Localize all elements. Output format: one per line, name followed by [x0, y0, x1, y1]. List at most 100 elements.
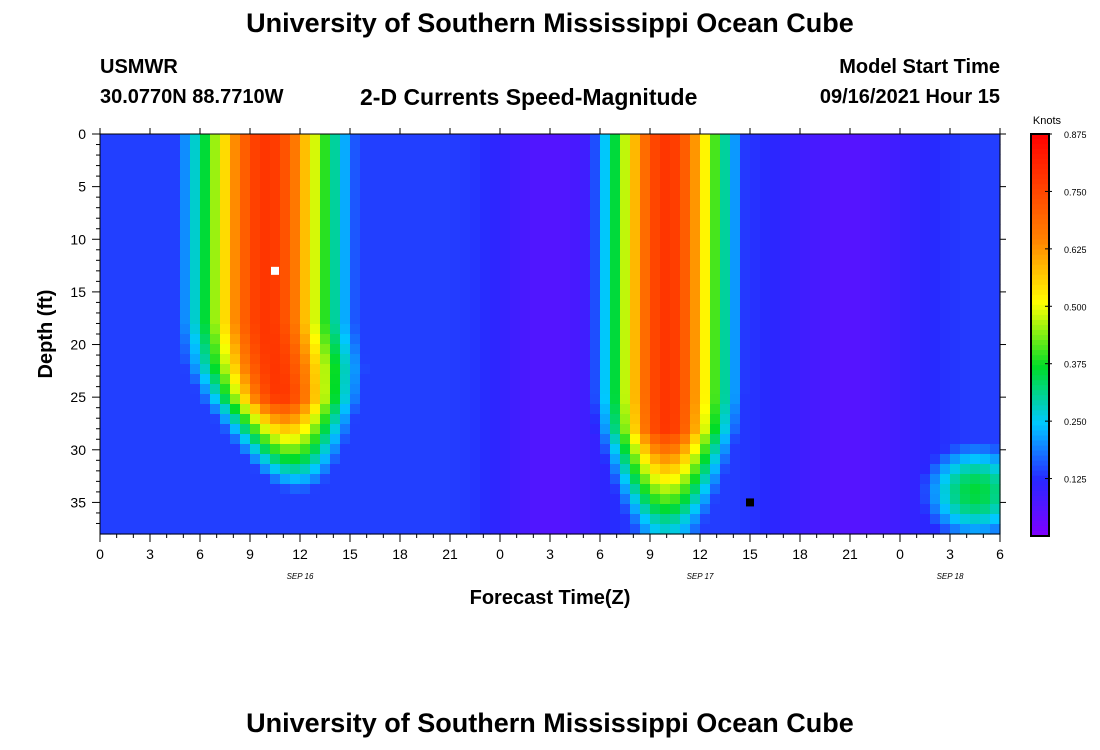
heatmap-cell: [140, 454, 151, 465]
heatmap-cell: [650, 294, 661, 305]
heatmap-cell: [690, 364, 701, 375]
heatmap-cell: [590, 504, 601, 515]
heatmap-cell: [330, 264, 341, 275]
heatmap-cell: [890, 404, 901, 415]
heatmap-cell: [260, 454, 271, 465]
heatmap-cell: [740, 344, 751, 355]
heatmap-cell: [570, 164, 581, 175]
heatmap-cell: [230, 184, 241, 195]
heatmap-cell: [240, 404, 251, 415]
heatmap-cell: [780, 334, 791, 345]
heatmap-cell: [360, 324, 371, 335]
heatmap-cell: [930, 504, 941, 515]
heatmap-cell: [610, 414, 621, 425]
heatmap-cell: [840, 364, 851, 375]
heatmap-cell: [830, 184, 841, 195]
heatmap-cell: [770, 234, 781, 245]
heatmap-cell: [810, 314, 821, 325]
heatmap-cell: [930, 214, 941, 225]
heatmap-cell: [520, 364, 531, 375]
heatmap-cell: [400, 334, 411, 345]
heatmap-cell: [710, 264, 721, 275]
heatmap-cell: [120, 294, 131, 305]
heatmap-cell: [130, 374, 141, 385]
heatmap-cell: [500, 284, 511, 295]
date-label: SEP 16: [287, 572, 314, 581]
heatmap-cell: [970, 494, 981, 505]
heatmap-cell: [950, 444, 961, 455]
heatmap-cell: [210, 384, 221, 395]
colorbar-swatch: [1031, 405, 1049, 411]
heatmap-cell: [210, 354, 221, 365]
heatmap-cell: [740, 324, 751, 335]
heatmap-cell: [880, 374, 891, 385]
heatmap-cell: [700, 394, 711, 405]
heatmap-cell: [950, 284, 961, 295]
heatmap-cell: [950, 244, 961, 255]
heatmap-cell: [820, 204, 831, 215]
heatmap-cell: [550, 504, 561, 515]
heatmap-cell: [100, 334, 111, 345]
heatmap-cell: [570, 264, 581, 275]
heatmap-cell: [770, 324, 781, 335]
heatmap-cell: [950, 264, 961, 275]
heatmap-cell: [100, 394, 111, 405]
heatmap-cell: [810, 364, 821, 375]
heatmap-cell: [840, 234, 851, 245]
heatmap-cell: [200, 154, 211, 165]
heatmap-cell: [980, 184, 991, 195]
heatmap-cell: [660, 424, 671, 435]
heatmap-cell: [700, 204, 711, 215]
heatmap-cell: [120, 174, 131, 185]
colorbar-swatch: [1031, 269, 1049, 276]
heatmap-cell: [510, 414, 521, 425]
heatmap-cell: [310, 354, 321, 365]
heatmap-cell: [160, 324, 171, 335]
heatmap-cell: [400, 474, 411, 485]
heatmap-cell: [690, 394, 701, 405]
heatmap-cell: [320, 404, 331, 415]
heatmap-cell: [440, 134, 451, 145]
heatmap-cell: [700, 424, 711, 435]
heatmap-cell: [820, 514, 831, 525]
heatmap-cell: [280, 364, 291, 375]
heatmap-cell: [800, 364, 811, 375]
heatmap-cell: [450, 434, 461, 445]
heatmap-cell: [620, 504, 631, 515]
colorbar-swatch: [1031, 435, 1049, 442]
heatmap-cell: [230, 314, 241, 325]
heatmap-cell: [580, 364, 591, 375]
heatmap-cell: [480, 134, 491, 145]
heatmap-cell: [940, 214, 951, 225]
heatmap-cell: [340, 504, 351, 515]
heatmap-cell: [610, 514, 621, 525]
colorbar-swatch: [1031, 480, 1049, 487]
heatmap-cell: [130, 214, 141, 225]
heatmap-cell: [930, 324, 941, 335]
heatmap-cell: [980, 404, 991, 415]
heatmap-cell: [390, 314, 401, 325]
heatmap-cell: [110, 484, 121, 495]
heatmap-cell: [270, 324, 281, 335]
heatmap-cell: [200, 234, 211, 245]
heatmap-cell: [310, 384, 321, 395]
heatmap-cell: [270, 174, 281, 185]
heatmap-cell: [610, 194, 621, 205]
heatmap-cell: [670, 374, 681, 385]
heatmap-cell: [380, 394, 391, 405]
heatmap-cell: [990, 294, 1001, 305]
heatmap-cell: [860, 524, 871, 535]
heatmap-cell: [300, 134, 311, 145]
heatmap-cell: [710, 244, 721, 255]
heatmap-cell: [910, 174, 921, 185]
heatmap-markers: [271, 266, 754, 507]
heatmap-cell: [820, 344, 831, 355]
heatmap-cell: [710, 454, 721, 465]
heatmap-cell: [700, 464, 711, 475]
heatmap-cell: [880, 204, 891, 215]
heatmap-cell: [420, 134, 431, 145]
heatmap-cell: [740, 354, 751, 365]
heatmap-cell: [210, 154, 221, 165]
heatmap-cell: [790, 284, 801, 295]
heatmap-cell: [400, 304, 411, 315]
